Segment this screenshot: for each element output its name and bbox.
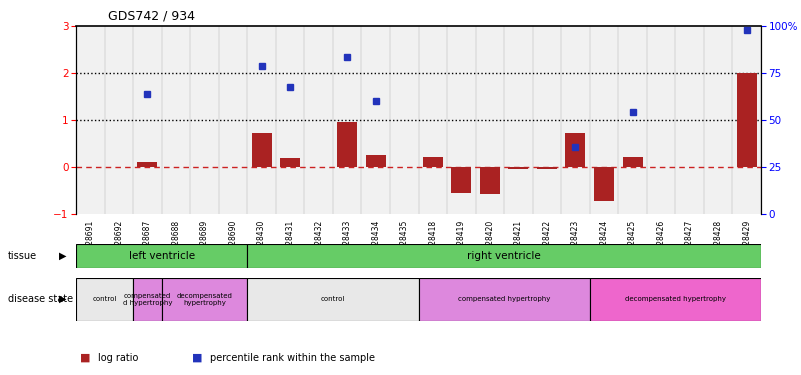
Text: ▶: ▶: [58, 251, 66, 261]
Bar: [618, 26, 646, 214]
Text: ▶: ▶: [58, 294, 66, 304]
Bar: [248, 278, 418, 321]
Text: control: control: [92, 296, 117, 302]
Bar: [562, 26, 590, 214]
Text: left ventricle: left ventricle: [129, 251, 195, 261]
Text: right ventricle: right ventricle: [467, 251, 541, 261]
Bar: [704, 26, 732, 214]
Bar: [361, 26, 390, 214]
Bar: [76, 26, 105, 214]
Bar: [537, 167, 557, 169]
Bar: [138, 162, 158, 167]
Bar: [423, 157, 443, 167]
Bar: [76, 244, 248, 268]
Bar: [451, 167, 471, 193]
Text: ■: ■: [80, 353, 91, 363]
Bar: [675, 26, 704, 214]
Bar: [105, 26, 133, 214]
Bar: [252, 133, 272, 167]
Text: percentile rank within the sample: percentile rank within the sample: [210, 353, 375, 363]
Bar: [337, 122, 357, 167]
Bar: [390, 26, 418, 214]
Bar: [504, 26, 533, 214]
Text: ■: ■: [192, 353, 203, 363]
Bar: [594, 167, 614, 201]
Bar: [732, 26, 761, 214]
Bar: [191, 26, 219, 214]
Bar: [162, 26, 190, 214]
Text: decompensated hypertrophy: decompensated hypertrophy: [625, 296, 726, 302]
Bar: [276, 26, 304, 214]
Bar: [646, 26, 675, 214]
Bar: [509, 167, 529, 169]
Text: compensated
d hypertrophy: compensated d hypertrophy: [123, 292, 172, 306]
Bar: [333, 26, 361, 214]
Text: compensated hypertrophy: compensated hypertrophy: [458, 296, 550, 302]
Text: log ratio: log ratio: [98, 353, 138, 363]
Bar: [162, 278, 248, 321]
Bar: [480, 167, 500, 194]
Bar: [304, 26, 333, 214]
Bar: [590, 278, 761, 321]
Bar: [133, 278, 162, 321]
Bar: [566, 133, 586, 167]
Text: disease state: disease state: [8, 294, 73, 304]
Bar: [418, 26, 447, 214]
Bar: [418, 278, 590, 321]
Text: decompensated
hypertrophy: decompensated hypertrophy: [176, 292, 232, 306]
Bar: [219, 26, 248, 214]
Text: tissue: tissue: [8, 251, 37, 261]
Text: control: control: [320, 296, 345, 302]
Bar: [447, 26, 476, 214]
Bar: [622, 157, 642, 167]
Bar: [590, 26, 618, 214]
Bar: [76, 278, 133, 321]
Bar: [737, 73, 757, 167]
Bar: [248, 26, 276, 214]
Bar: [248, 244, 761, 268]
Bar: [476, 26, 504, 214]
Bar: [133, 26, 162, 214]
Bar: [280, 158, 300, 167]
Bar: [366, 155, 386, 167]
Bar: [533, 26, 562, 214]
Text: GDS742 / 934: GDS742 / 934: [108, 9, 195, 22]
